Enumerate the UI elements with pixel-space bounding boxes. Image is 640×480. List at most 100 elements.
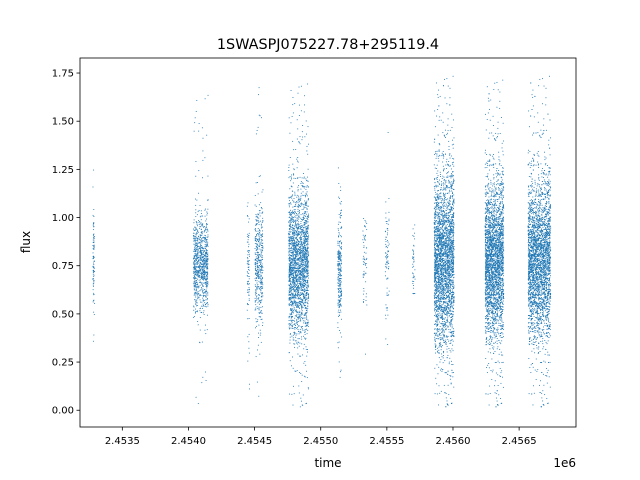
data-point [93, 302, 95, 304]
data-point [260, 220, 261, 222]
data-point [341, 295, 342, 297]
data-point [306, 273, 308, 275]
data-point [258, 245, 260, 247]
data-point [448, 202, 449, 204]
data-point [341, 215, 343, 216]
data-point [288, 245, 290, 247]
data-point [196, 274, 198, 276]
data-point [199, 255, 201, 256]
data-point [255, 280, 257, 282]
data-point [339, 251, 341, 253]
data-point [293, 211, 295, 213]
data-point [304, 308, 306, 310]
data-point [197, 255, 199, 256]
data-point [196, 261, 198, 263]
data-point [292, 295, 294, 297]
data-point [294, 304, 296, 306]
data-point [299, 315, 301, 317]
data-point [338, 271, 340, 273]
data-point [447, 286, 449, 288]
data-point [293, 246, 295, 248]
data-point [200, 250, 202, 252]
data-point [297, 245, 299, 247]
data-point [255, 296, 257, 298]
data-point [257, 258, 259, 259]
data-point [261, 265, 263, 266]
data-point [292, 163, 294, 165]
data-point [204, 278, 205, 280]
data-point [255, 239, 257, 241]
data-point [385, 266, 387, 268]
data-point [194, 270, 196, 272]
data-point [453, 270, 455, 272]
data-point [437, 255, 439, 257]
data-point [246, 309, 248, 311]
data-point [308, 143, 309, 145]
data-point [254, 300, 256, 302]
data-point [205, 248, 207, 250]
data-point [296, 249, 298, 250]
data-point [365, 296, 367, 298]
data-point [247, 275, 249, 277]
data-point [295, 215, 297, 216]
data-point [260, 227, 262, 229]
data-point [203, 264, 204, 266]
data-point [247, 269, 249, 270]
data-point [305, 234, 307, 235]
data-point [305, 265, 307, 266]
data-point [262, 295, 264, 297]
data-point [297, 285, 299, 286]
data-point [206, 243, 208, 245]
data-point [288, 298, 290, 300]
data-point [261, 263, 263, 265]
data-point [203, 262, 205, 264]
data-point [248, 333, 250, 335]
data-point [260, 235, 262, 236]
data-point [293, 264, 295, 266]
data-point [305, 329, 307, 331]
data-point [261, 292, 263, 294]
data-point [451, 187, 453, 189]
data-point [206, 244, 208, 246]
data-point [260, 238, 262, 240]
data-point [297, 233, 299, 235]
data-point [204, 237, 206, 238]
data-point [301, 182, 303, 184]
data-point [207, 274, 208, 276]
data-point [387, 278, 389, 280]
data-point [291, 229, 293, 230]
data-point [290, 226, 292, 228]
data-point [93, 248, 95, 250]
data-point [297, 262, 299, 264]
data-point [259, 300, 261, 302]
data-point [207, 266, 209, 268]
data-point [293, 241, 295, 243]
data-point [296, 305, 297, 307]
data-point [288, 305, 290, 307]
data-point [363, 251, 365, 253]
data-point [338, 280, 340, 282]
data-point [413, 244, 415, 246]
data-point [306, 323, 308, 325]
data-point [444, 188, 446, 190]
data-point [445, 216, 446, 218]
data-point [289, 213, 291, 215]
data-point [414, 232, 415, 234]
data-point [450, 243, 452, 245]
data-point [308, 213, 309, 215]
data-point [305, 295, 307, 297]
data-point [452, 171, 454, 173]
data-point [247, 283, 248, 285]
data-point [293, 393, 295, 395]
data-point [305, 337, 307, 339]
data-point [444, 297, 445, 298]
data-point [207, 259, 209, 261]
data-point [305, 403, 307, 405]
data-point [255, 254, 257, 255]
data-point [256, 287, 257, 289]
data-point [201, 127, 203, 129]
data-point [196, 282, 197, 283]
data-point [301, 251, 303, 253]
data-point [289, 285, 291, 287]
data-point [303, 222, 305, 224]
